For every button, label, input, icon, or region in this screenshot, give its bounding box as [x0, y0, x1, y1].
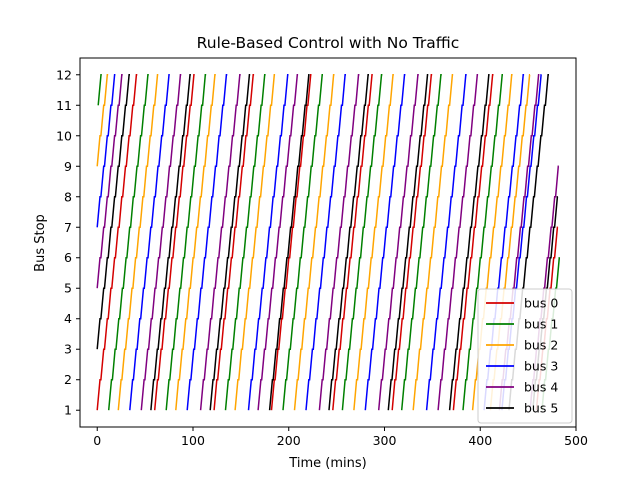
series-run-line: [209, 74, 251, 411]
series-run-line: [150, 74, 191, 411]
y-tick-label: 9: [64, 159, 72, 174]
series-run-line: [165, 74, 207, 411]
series-run-line: [153, 74, 195, 411]
y-tick-label: 1: [64, 403, 72, 418]
series-run-line: [234, 74, 276, 411]
series-run-line: [213, 74, 255, 411]
series-run-line: [268, 74, 310, 411]
series-run-line: [452, 74, 494, 411]
y-tick-label: 11: [56, 98, 72, 113]
series-run-line: [462, 74, 503, 411]
series-run-line: [224, 74, 266, 411]
series-run-line: [96, 74, 123, 289]
series-run-line: [318, 74, 360, 411]
y-tick-label: 6: [64, 250, 72, 265]
x-tick-label: 500: [564, 433, 588, 448]
series-run-line: [412, 74, 454, 411]
series-run-line: [293, 74, 335, 411]
series-run-line: [377, 74, 419, 411]
series-run-line: [305, 74, 346, 411]
x-tick-label: 0: [93, 433, 101, 448]
y-tick-label: 2: [64, 372, 72, 387]
x-axis-title: Time (mins): [288, 456, 366, 471]
y-tick-label: 12: [56, 67, 72, 82]
plot-frame: [79, 57, 577, 428]
series-bus-5: [96, 74, 559, 411]
y-tick-label: 10: [56, 128, 72, 143]
series-run-line: [257, 74, 299, 411]
y-tick-label: 4: [64, 311, 72, 326]
series-run-line: [140, 74, 182, 411]
chart-title: Rule-Based Control with No Traffic: [197, 34, 460, 52]
y-tick-label: 7: [64, 220, 72, 235]
series-run-line: [247, 74, 289, 411]
series-run-line: [400, 74, 442, 411]
series-run-line: [341, 74, 383, 411]
legend-label: bus 5: [524, 401, 558, 416]
series-run-line: [117, 74, 159, 411]
series-run-line: [186, 74, 228, 411]
series-layer: [96, 74, 561, 411]
series-run-line: [364, 74, 406, 411]
series-run-line: [448, 74, 490, 411]
legend-label: bus 4: [524, 380, 558, 395]
series-run-line: [96, 74, 130, 350]
series-run-line: [175, 74, 216, 411]
series-run-line: [387, 74, 429, 411]
y-tick-label: 3: [64, 342, 72, 357]
series-run-line: [96, 74, 116, 228]
legend: bus 0 bus 1 bus 2 bus 3 bus 4 bus 5: [477, 288, 573, 424]
x-axis: 0 100 200 300 400 500: [93, 427, 588, 448]
series-run-line: [391, 74, 433, 411]
series-run-line: [437, 74, 479, 411]
series-run-line: [129, 74, 170, 411]
series-run-line: [270, 74, 312, 411]
y-tick-label: 5: [64, 281, 72, 296]
series-run-line: [328, 74, 369, 411]
series-run-line: [107, 74, 149, 411]
x-tick-label: 200: [277, 433, 301, 448]
legend-label: bus 0: [524, 296, 558, 311]
legend-label: bus 2: [524, 338, 558, 353]
x-tick-label: 100: [181, 433, 205, 448]
y-axis-title: Bus Stop: [33, 214, 48, 272]
x-tick-label: 300: [373, 433, 397, 448]
series-run-line: [332, 74, 373, 411]
series-run-line: [425, 74, 467, 411]
y-tick-label: 8: [64, 189, 72, 204]
legend-label: bus 3: [524, 359, 558, 374]
series-run-line: [96, 74, 138, 411]
series-bus-2: [96, 74, 531, 411]
series-run-line: [282, 74, 323, 411]
series-run-line: [97, 74, 102, 106]
legend-box: [477, 288, 573, 424]
series-run-line: [353, 74, 394, 411]
series-run-line: [199, 74, 241, 411]
series-bus-1: [97, 74, 561, 411]
legend-label: bus 1: [524, 317, 558, 332]
series-run-line: [96, 74, 109, 167]
x-tick-label: 400: [468, 433, 492, 448]
